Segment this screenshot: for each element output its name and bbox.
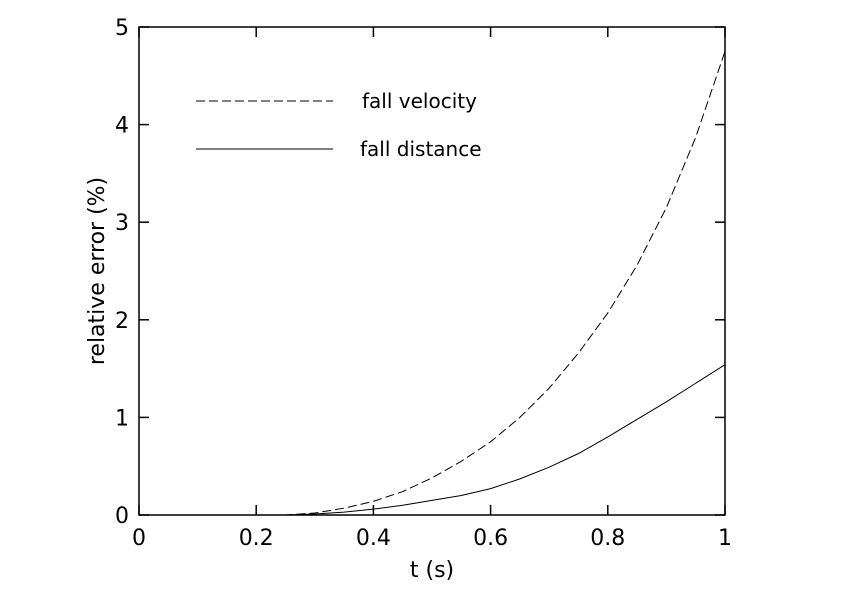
x-tick-label: 1	[718, 526, 732, 551]
y-tick-label: 5	[115, 16, 129, 41]
axis-ticks	[138, 26, 726, 516]
x-tick-label: 0.6	[473, 526, 508, 551]
y-axis-label: relative error (%)	[85, 177, 110, 365]
x-tick-label: 0	[132, 526, 146, 551]
tick-labels: 0 0.2 0.4 0.6 0.8 1 0 1 2 3 4 5	[115, 16, 732, 551]
plot-lines	[244, 51, 726, 516]
y-tick-label: 1	[115, 406, 129, 431]
x-tick-label: 0.2	[239, 526, 274, 551]
y-tick-label: 0	[115, 504, 129, 529]
y-tick-label: 4	[115, 114, 129, 139]
legend: fall velocity fall distance	[196, 89, 482, 161]
legend-label-fall-distance: fall distance	[360, 137, 482, 161]
x-tick-label: 0.4	[356, 526, 391, 551]
y-tick-label: 3	[115, 211, 129, 236]
legend-label-fall-velocity: fall velocity	[362, 89, 477, 113]
y-tick-label: 2	[115, 309, 129, 334]
plot-frame	[138, 26, 726, 516]
x-tick-label: 0.8	[590, 526, 625, 551]
series-line-fall-velocity	[244, 51, 726, 516]
x-axis-label: t (s)	[410, 558, 454, 583]
series-line-fall-distance	[244, 364, 726, 516]
